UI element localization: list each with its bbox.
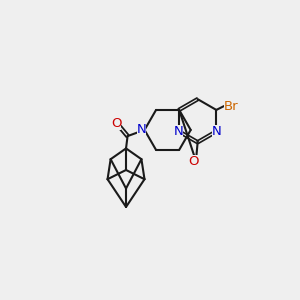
Text: O: O	[188, 155, 199, 168]
Text: Br: Br	[224, 100, 238, 112]
Text: N: N	[212, 125, 222, 138]
Text: N: N	[173, 125, 183, 138]
Text: O: O	[111, 116, 121, 130]
Text: N: N	[136, 123, 146, 136]
